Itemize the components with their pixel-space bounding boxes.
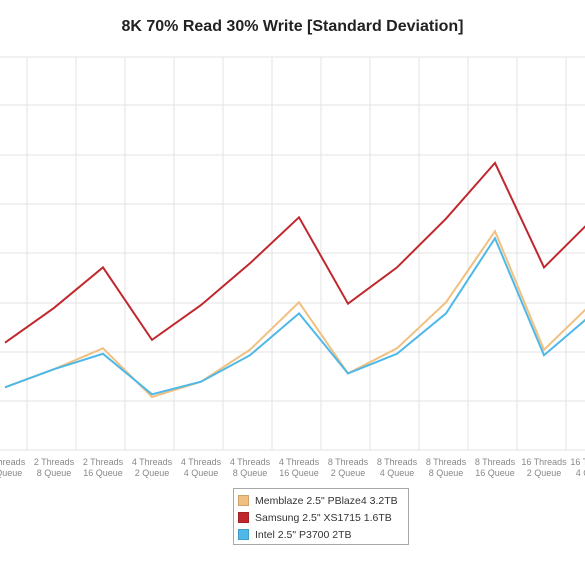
- legend-swatch-samsung: [238, 512, 249, 523]
- legend: Memblaze 2.5" PBlaze4 3.2TB Samsung 2.5"…: [233, 488, 409, 545]
- x-tick-label-line1: 8 Threads: [426, 457, 467, 467]
- x-tick-label-line1: 2 Threads: [83, 457, 124, 467]
- x-tick-label-line2: 16 Queue: [475, 468, 515, 478]
- x-tick-label-line1: 2 Threads: [0, 457, 26, 467]
- x-tick-label-line2: 8 Queue: [429, 468, 464, 478]
- series-lines: [4, 161, 585, 399]
- x-tick-label-line2: 4 Queue: [576, 468, 585, 478]
- grid: [0, 56, 585, 451]
- x-tick-label-line1: 4 Threads: [181, 457, 222, 467]
- x-tick-label-line2: 4 Queue: [184, 468, 219, 478]
- legend-item-memblaze[interactable]: Memblaze 2.5" PBlaze4 3.2TB: [238, 492, 408, 509]
- x-tick-label-line1: 16 Threads: [570, 457, 585, 467]
- x-tick-label-line1: 4 Threads: [132, 457, 173, 467]
- x-tick-label-line1: 4 Threads: [230, 457, 271, 467]
- x-tick-label-line2: 8 Queue: [233, 468, 268, 478]
- legend-label-memblaze: Memblaze 2.5" PBlaze4 3.2TB: [255, 494, 398, 507]
- x-tick-label-line2: 4 Queue: [0, 468, 22, 478]
- x-tick-label-line2: 2 Queue: [331, 468, 366, 478]
- legend-item-samsung[interactable]: Samsung 2.5" XS1715 1.6TB: [238, 509, 408, 526]
- x-tick-label-line2: 16 Queue: [83, 468, 123, 478]
- x-tick-label-line2: 4 Queue: [380, 468, 415, 478]
- x-tick-label-line2: 2 Queue: [135, 468, 170, 478]
- x-tick-label-line2: 16 Queue: [279, 468, 319, 478]
- series-line-intel: [4, 236, 585, 396]
- x-tick-label-line1: 8 Threads: [377, 457, 418, 467]
- x-tick-label-line1: 8 Threads: [328, 457, 369, 467]
- x-tick-label-line1: 8 Threads: [475, 457, 516, 467]
- x-tick-label-line1: 2 Threads: [34, 457, 75, 467]
- chart-title: 8K 70% Read 30% Write [Standard Deviatio…: [121, 18, 464, 35]
- legend-swatch-intel: [238, 529, 249, 540]
- legend-label-samsung: Samsung 2.5" XS1715 1.6TB: [255, 511, 392, 524]
- x-tick-label-line1: 16 Threads: [521, 457, 567, 467]
- x-tick-label-line1: 4 Threads: [279, 457, 320, 467]
- x-tick-label-line2: 8 Queue: [37, 468, 72, 478]
- legend-label-intel: Intel 2.5" P3700 2TB: [255, 528, 352, 541]
- legend-item-intel[interactable]: Intel 2.5" P3700 2TB: [238, 526, 408, 543]
- series-line-samsung: [4, 161, 585, 344]
- legend-swatch-memblaze: [238, 495, 249, 506]
- x-tick-label-line2: 2 Queue: [527, 468, 562, 478]
- series-line-memblaze: [4, 229, 585, 399]
